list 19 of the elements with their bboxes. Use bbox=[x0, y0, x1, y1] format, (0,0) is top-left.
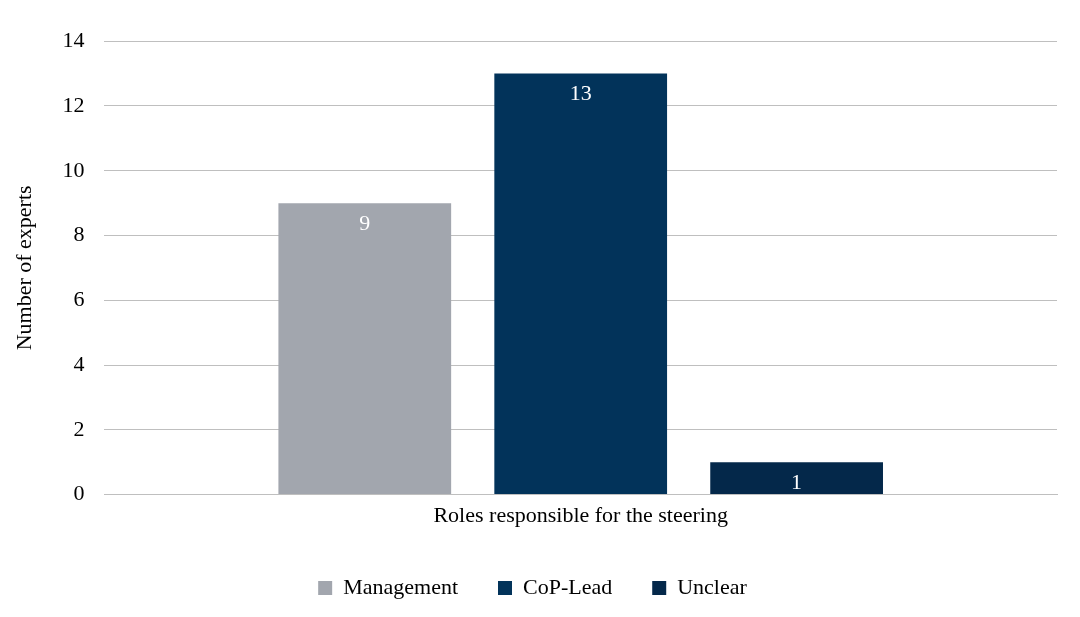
legend-label: CoP-Lead bbox=[523, 573, 613, 599]
bar bbox=[710, 462, 883, 495]
bar bbox=[278, 203, 452, 495]
y-tick-label: 14 bbox=[62, 26, 85, 52]
data-label: 9 bbox=[359, 209, 371, 235]
x-tick-label: Roles responsible for the steering bbox=[433, 501, 728, 527]
y-tick-label: 2 bbox=[73, 415, 85, 441]
y-tick-label: 10 bbox=[62, 156, 85, 182]
y-axis-title: Number of experts bbox=[10, 185, 36, 351]
legend-label: Management bbox=[343, 573, 459, 599]
legend-label: Unclear bbox=[677, 573, 748, 599]
y-tick-label: 4 bbox=[73, 350, 85, 376]
y-tick-label: 8 bbox=[73, 221, 85, 247]
y-tick-label: 12 bbox=[62, 91, 85, 117]
data-label: 1 bbox=[791, 469, 803, 494]
data-label: 13 bbox=[569, 80, 592, 106]
y-tick-label: 6 bbox=[73, 286, 85, 312]
y-tick-label: 0 bbox=[73, 480, 85, 506]
bar bbox=[494, 73, 668, 495]
